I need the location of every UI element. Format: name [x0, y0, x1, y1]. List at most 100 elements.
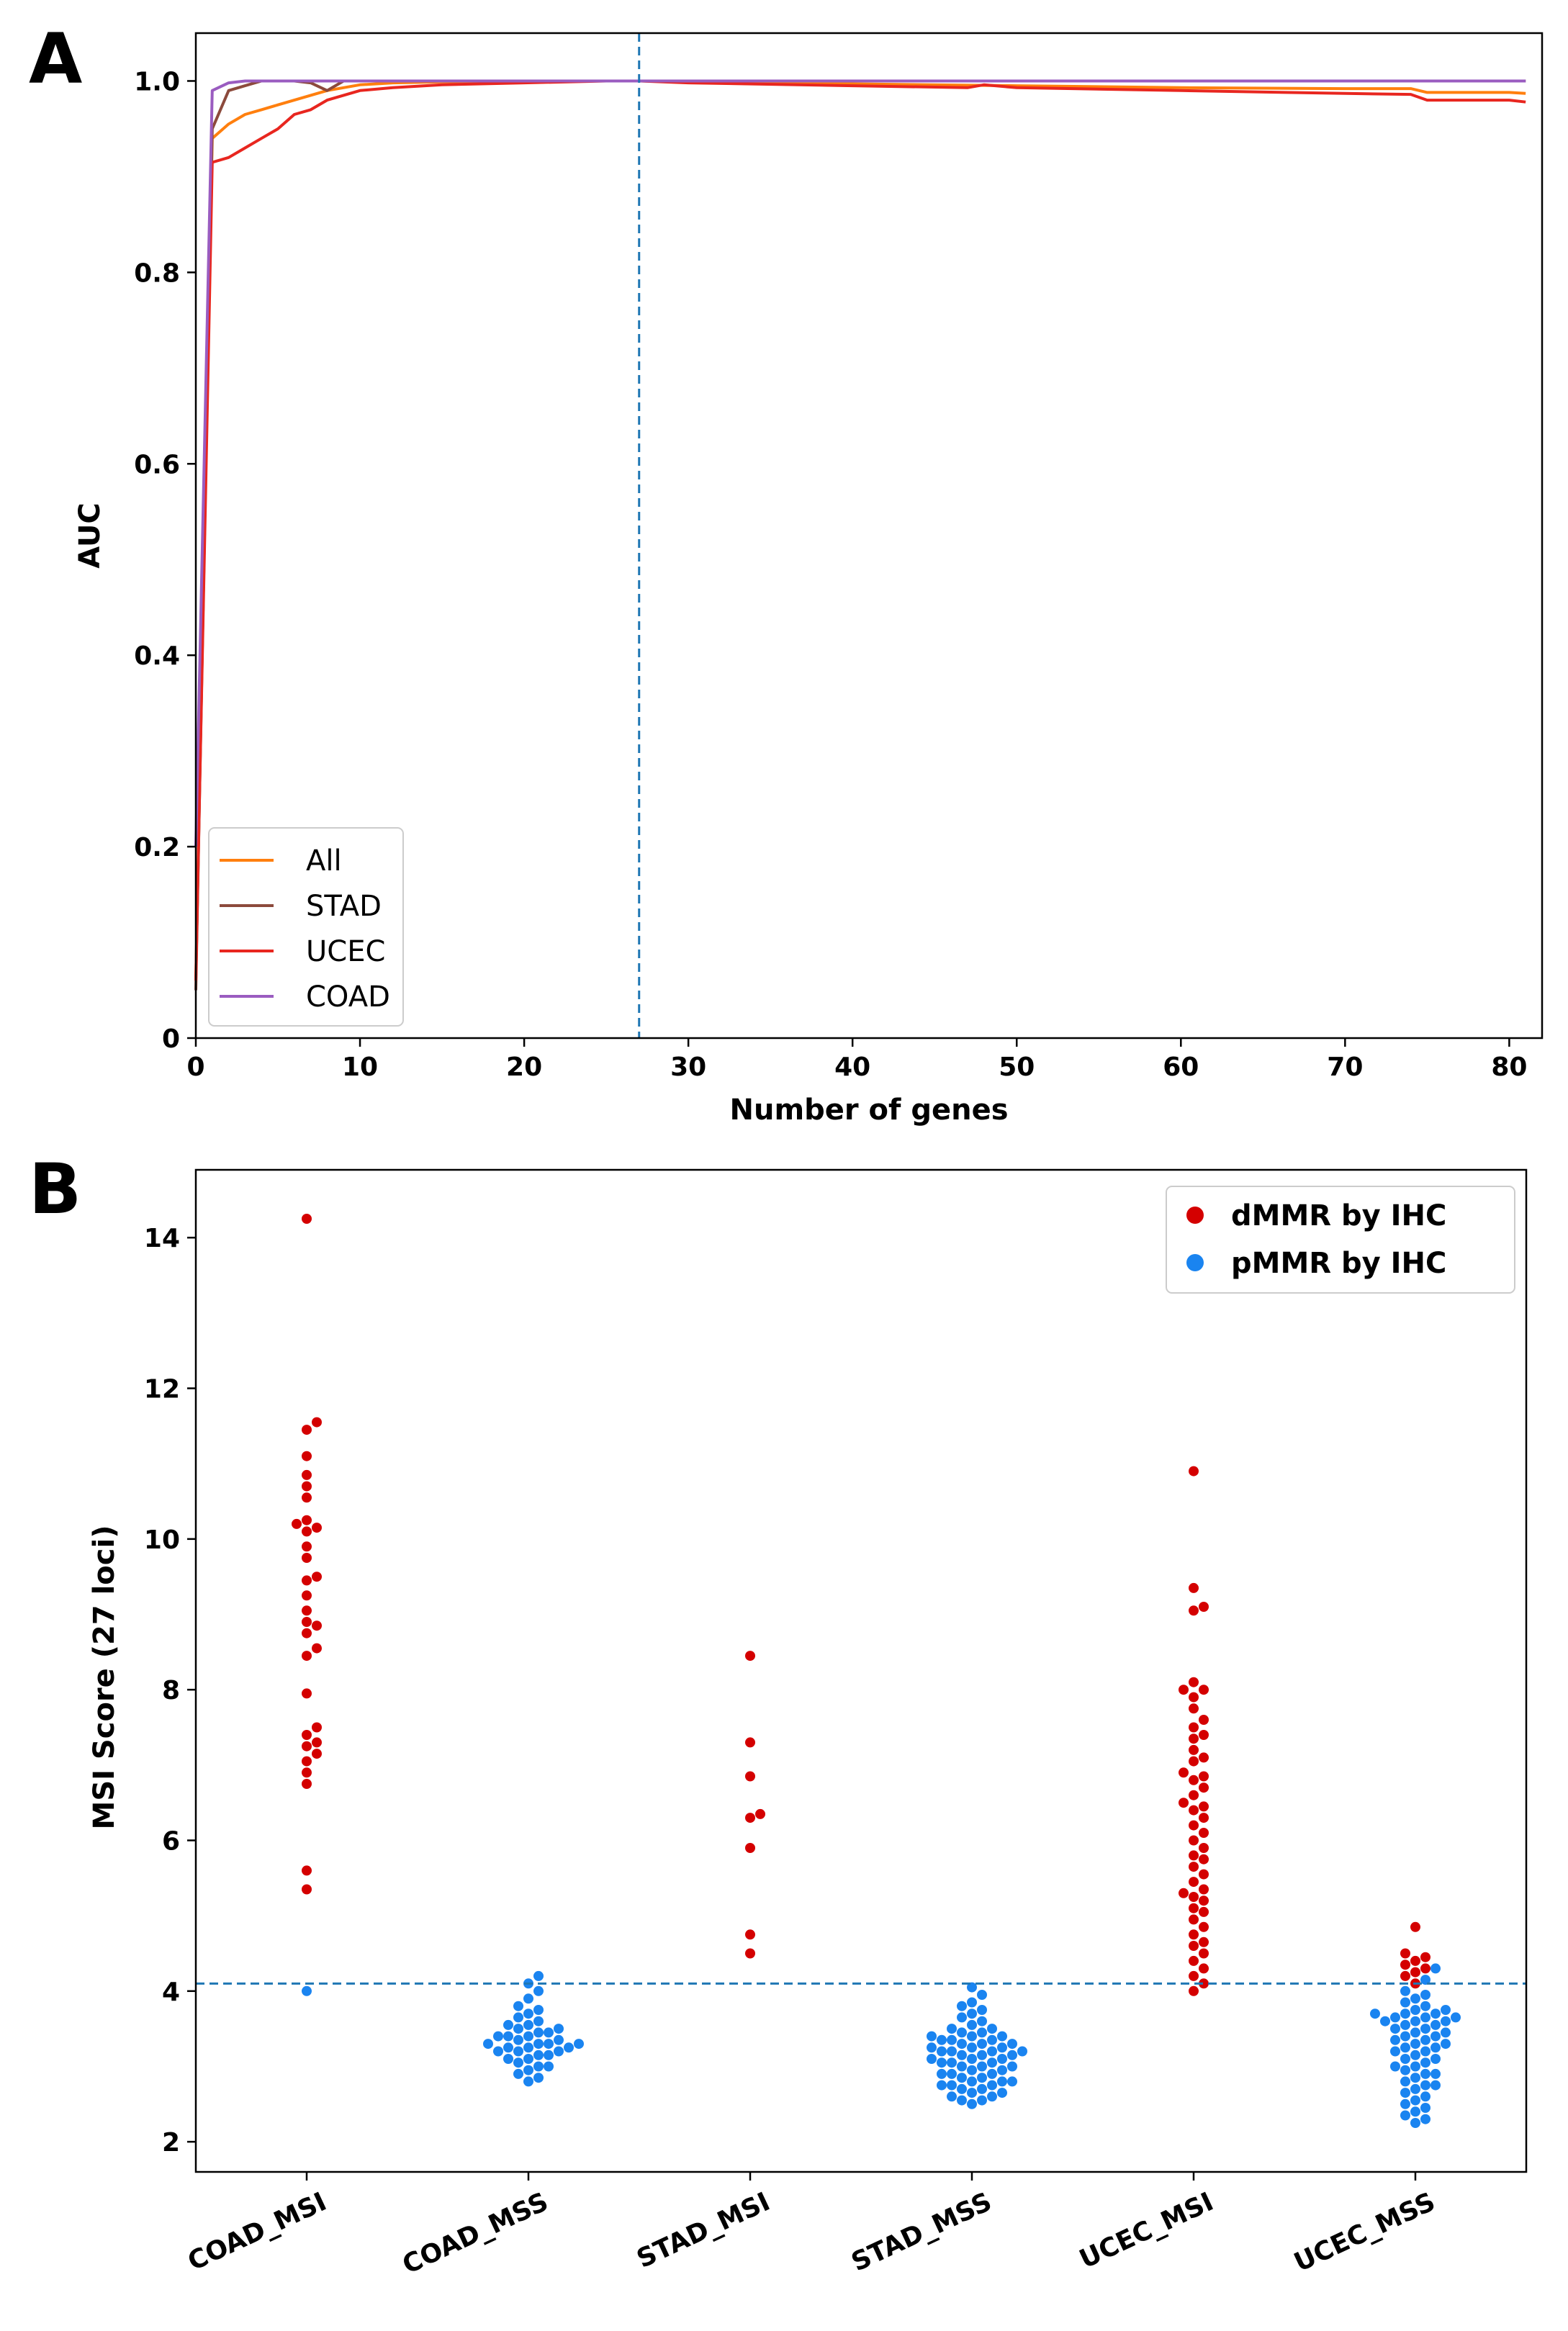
data-point-pmmr: [957, 2001, 967, 2011]
data-point-pmmr: [967, 2065, 977, 2075]
data-point-dmmr: [312, 1749, 322, 1759]
data-point-dmmr: [1410, 1967, 1420, 1978]
data-point-pmmr: [483, 2039, 493, 2050]
data-point-pmmr: [523, 2076, 533, 2087]
data-point-pmmr: [1420, 2034, 1430, 2045]
data-point-pmmr: [937, 2046, 947, 2057]
data-point-pmmr: [947, 2080, 957, 2091]
data-point-pmmr: [503, 2031, 513, 2042]
data-point-pmmr: [533, 2016, 544, 2026]
data-point-pmmr: [957, 2095, 967, 2106]
data-point-dmmr: [1199, 1906, 1209, 1917]
data-point-pmmr: [1430, 1963, 1441, 1974]
data-point-pmmr: [997, 2065, 1007, 2075]
data-point-pmmr: [1441, 2027, 1451, 2038]
data-point-pmmr: [977, 2073, 987, 2083]
data-point-pmmr: [957, 2073, 967, 2083]
data-point-pmmr: [533, 2061, 544, 2072]
data-point-pmmr: [967, 1997, 977, 2008]
data-point-dmmr: [312, 1417, 322, 1428]
data-point-pmmr: [1420, 2068, 1430, 2079]
data-point-pmmr: [1400, 2088, 1410, 2098]
data-point-dmmr: [1199, 1937, 1209, 1947]
data-point-pmmr: [1410, 2005, 1420, 2015]
data-point-dmmr: [745, 1843, 755, 1853]
data-point-dmmr: [1179, 1767, 1189, 1778]
data-point-pmmr: [1390, 2046, 1400, 2057]
data-point-pmmr: [977, 2039, 987, 2050]
data-point-pmmr: [1441, 2005, 1451, 2015]
data-point-pmmr: [987, 2080, 997, 2091]
data-point-pmmr: [967, 2031, 977, 2042]
data-point-pmmr: [533, 2039, 544, 2050]
data-point-pmmr: [513, 2001, 523, 2011]
data-point-pmmr: [513, 2046, 523, 2057]
data-point-dmmr: [302, 1590, 312, 1601]
data-point-pmmr: [977, 1990, 987, 2000]
legend-label-coad: COAD: [306, 980, 390, 1014]
data-point-dmmr: [1189, 1703, 1199, 1714]
data-point-dmmr: [1199, 1978, 1209, 1989]
panel-b-y-axis-label: MSI Score (27 loci): [88, 1525, 121, 1830]
data-point-pmmr: [1410, 2095, 1420, 2106]
legend-label-all: All: [306, 844, 342, 878]
series-line-ucec: [194, 79, 1526, 981]
data-point-dmmr: [1400, 1948, 1410, 1959]
data-point-pmmr: [523, 1993, 533, 2004]
data-point-pmmr: [533, 1985, 544, 1996]
data-point-dmmr: [1199, 1602, 1209, 1612]
data-point-dmmr: [1199, 1730, 1209, 1740]
data-point-pmmr: [977, 2050, 987, 2060]
panel-a-legend: All STAD UCEC COAD: [208, 827, 404, 1027]
data-point-dmmr: [312, 1643, 322, 1654]
data-point-dmmr: [302, 1741, 312, 1751]
data-point-dmmr: [1189, 1582, 1199, 1593]
data-point-pmmr: [554, 2034, 564, 2045]
data-point-pmmr: [937, 2068, 947, 2079]
data-point-pmmr: [544, 2039, 554, 2050]
legend-marker-pmmr: [1186, 1254, 1204, 1271]
data-point-dmmr: [292, 1518, 302, 1529]
data-point-dmmr: [1189, 1805, 1199, 1816]
data-point-dmmr: [1199, 1685, 1209, 1695]
data-point-pmmr: [997, 2076, 1007, 2087]
data-point-dmmr: [1199, 1869, 1209, 1880]
panel-a-x-tick-label: 20: [506, 1052, 542, 1082]
data-point-dmmr: [1199, 1752, 1209, 1763]
data-point-dmmr: [1189, 1790, 1199, 1800]
data-point-dmmr: [1199, 1813, 1209, 1823]
data-point-dmmr: [302, 1730, 312, 1740]
data-point-pmmr: [997, 2042, 1007, 2053]
data-point-pmmr: [947, 2046, 957, 2057]
panel-a-x-tick-label: 60: [1163, 1052, 1199, 1082]
data-point-dmmr: [302, 1469, 312, 1480]
data-point-pmmr: [1390, 2061, 1400, 2072]
panel-a-x-tick-label: 30: [670, 1052, 706, 1082]
data-point-dmmr: [745, 1813, 755, 1823]
data-point-pmmr: [1441, 2016, 1451, 2026]
data-point-dmmr: [302, 1515, 312, 1525]
data-point-pmmr: [1430, 2054, 1441, 2064]
data-point-pmmr: [1400, 2031, 1410, 2042]
data-point-dmmr: [1420, 1952, 1430, 1962]
data-point-pmmr: [997, 2088, 1007, 2098]
data-point-dmmr: [1189, 1929, 1199, 1940]
data-point-pmmr: [987, 2046, 997, 2057]
data-point-pmmr: [937, 2080, 947, 2091]
data-point-pmmr: [1420, 2046, 1430, 2057]
legend-label-stad: STAD: [306, 890, 382, 923]
data-point-pmmr: [947, 2057, 957, 2068]
data-point-pmmr: [513, 2034, 523, 2045]
data-point-dmmr: [302, 1541, 312, 1552]
data-point-pmmr: [1400, 2019, 1410, 2030]
data-point-pmmr: [1410, 2016, 1420, 2026]
data-point-pmmr: [1410, 2118, 1420, 2128]
data-point-dmmr: [1189, 1466, 1199, 1476]
data-point-dmmr: [1199, 1801, 1209, 1812]
panel-b-x-tick-label: COAD_MSS: [398, 2187, 553, 2280]
data-point-pmmr: [513, 2068, 523, 2079]
data-point-pmmr: [1410, 2073, 1420, 2083]
data-point-pmmr: [1451, 2012, 1461, 2023]
panel-a-auc-chart: 0 10 20 30 40 50 60 70 80 0 0.2 0.4 0.6 0.8 1.0 Numbe…: [73, 32, 1544, 1127]
panel-a-x-tick-label: 10: [342, 1052, 378, 1082]
